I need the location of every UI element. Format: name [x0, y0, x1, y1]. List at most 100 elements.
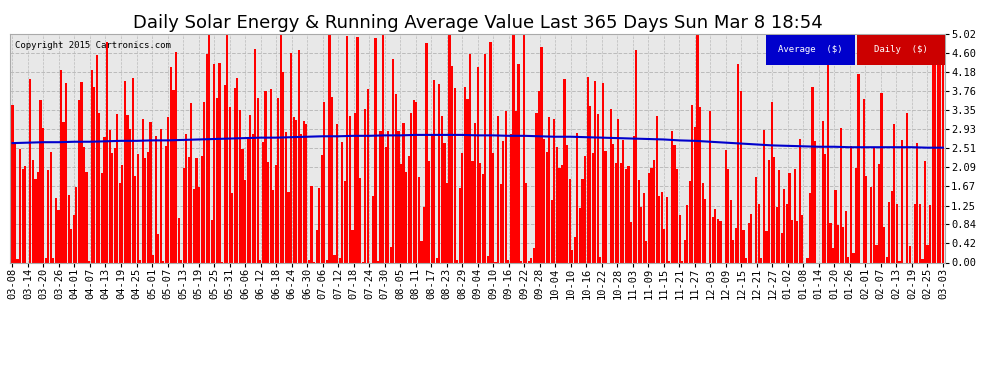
Bar	[681, 261, 683, 262]
Bar	[224, 85, 226, 262]
Bar	[814, 141, 816, 262]
Bar	[689, 182, 691, 262]
Bar	[880, 93, 883, 262]
Bar	[57, 210, 59, 262]
Bar	[768, 160, 770, 262]
FancyBboxPatch shape	[766, 35, 854, 64]
Bar	[342, 142, 344, 262]
Bar	[300, 135, 302, 262]
Bar	[280, 34, 282, 262]
Bar	[574, 237, 576, 262]
Text: Copyright 2015 Cartronics.com: Copyright 2015 Cartronics.com	[15, 40, 170, 50]
Bar	[712, 217, 714, 262]
Bar	[372, 196, 374, 262]
Bar	[914, 204, 916, 262]
Bar	[941, 34, 944, 262]
Bar	[88, 261, 90, 262]
Bar	[451, 66, 453, 262]
Bar	[544, 139, 545, 262]
Bar	[441, 116, 443, 262]
Bar	[655, 116, 657, 262]
Bar	[323, 102, 326, 262]
Bar	[70, 229, 72, 262]
Bar	[699, 107, 701, 262]
Bar	[615, 163, 617, 262]
Bar	[83, 147, 85, 262]
Title: Daily Solar Energy & Running Average Value Last 365 Days Sun Mar 8 18:54: Daily Solar Energy & Running Average Val…	[133, 14, 823, 32]
Bar	[940, 39, 941, 262]
Bar	[610, 109, 612, 262]
Bar	[423, 207, 425, 262]
Bar	[715, 209, 717, 262]
Bar	[198, 188, 200, 262]
Bar	[571, 250, 573, 262]
Bar	[446, 183, 448, 262]
Bar	[98, 114, 100, 262]
Bar	[545, 152, 547, 262]
Bar	[832, 248, 834, 262]
Bar	[696, 34, 699, 262]
Bar	[873, 148, 875, 262]
Bar	[395, 94, 397, 262]
Bar	[290, 53, 292, 262]
Bar	[65, 82, 67, 262]
Bar	[201, 156, 203, 262]
Bar	[413, 100, 415, 262]
Bar	[852, 253, 854, 262]
Bar	[164, 146, 167, 262]
Bar	[594, 81, 596, 262]
Bar	[132, 78, 134, 262]
Bar	[326, 260, 328, 262]
Bar	[628, 166, 630, 262]
Bar	[274, 165, 277, 262]
Bar	[568, 179, 571, 262]
Bar	[353, 112, 356, 262]
Bar	[318, 188, 321, 262]
Bar	[331, 98, 333, 262]
Bar	[269, 89, 271, 262]
Bar	[466, 99, 468, 262]
Bar	[844, 211, 846, 262]
Bar	[458, 188, 461, 262]
Bar	[733, 240, 735, 262]
Bar	[479, 163, 481, 262]
Bar	[763, 130, 765, 262]
Bar	[37, 172, 39, 262]
Bar	[180, 260, 182, 262]
Bar	[190, 103, 192, 262]
Bar	[830, 224, 832, 262]
Bar	[497, 116, 499, 262]
Bar	[116, 114, 119, 262]
Bar	[857, 74, 859, 262]
Bar	[247, 140, 248, 262]
Bar	[694, 126, 696, 262]
Bar	[172, 90, 174, 262]
Bar	[321, 155, 323, 262]
Bar	[663, 230, 665, 262]
Bar	[842, 226, 844, 262]
Bar	[229, 107, 231, 262]
Bar	[870, 187, 872, 262]
Bar	[528, 261, 530, 262]
Bar	[643, 193, 644, 262]
Bar	[653, 160, 655, 262]
Bar	[579, 207, 581, 262]
Bar	[709, 111, 712, 262]
Bar	[142, 120, 144, 262]
Bar	[474, 123, 476, 262]
Bar	[730, 200, 732, 262]
Bar	[182, 168, 185, 262]
Bar	[536, 114, 538, 262]
Bar	[14, 143, 16, 262]
Bar	[48, 171, 50, 262]
Bar	[193, 189, 195, 262]
Bar	[929, 205, 932, 262]
Bar	[558, 168, 560, 262]
Bar	[67, 195, 69, 262]
Bar	[185, 134, 187, 262]
Bar	[847, 256, 849, 262]
Bar	[421, 241, 423, 262]
Bar	[937, 48, 939, 262]
Bar	[75, 187, 77, 262]
Bar	[742, 230, 744, 262]
